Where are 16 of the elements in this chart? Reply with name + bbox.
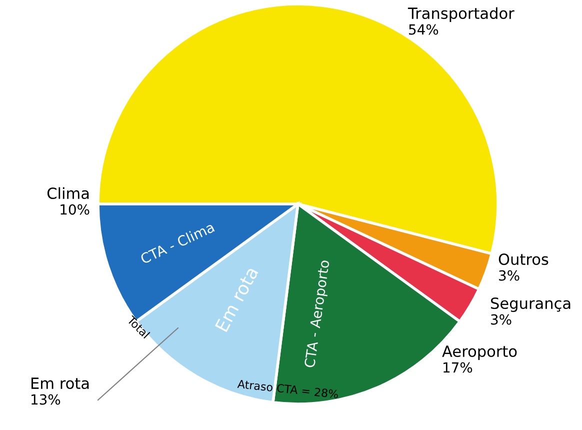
text: CTA - Aeroporto <box>304 260 332 368</box>
data-label: 3% <box>499 270 520 281</box>
text: CTA - Clima <box>140 222 215 264</box>
data-label: 54% <box>409 24 438 35</box>
slice-label: Transportador <box>408 7 514 22</box>
data-label: 3% <box>491 314 512 325</box>
slice-label: Outros <box>498 253 548 266</box>
slice-label: Aeroporto <box>442 346 517 360</box>
data-label: 13% <box>32 394 60 405</box>
slice-label: Em rota <box>32 378 89 390</box>
slice-label: Clima <box>47 187 89 200</box>
data-label: 10% <box>60 204 90 215</box>
data-label: 17% <box>444 362 472 373</box>
slice-label: Segurança <box>491 297 570 312</box>
text: Em rota <box>214 266 259 332</box>
text: Atraso CTA = 28% <box>237 380 338 398</box>
